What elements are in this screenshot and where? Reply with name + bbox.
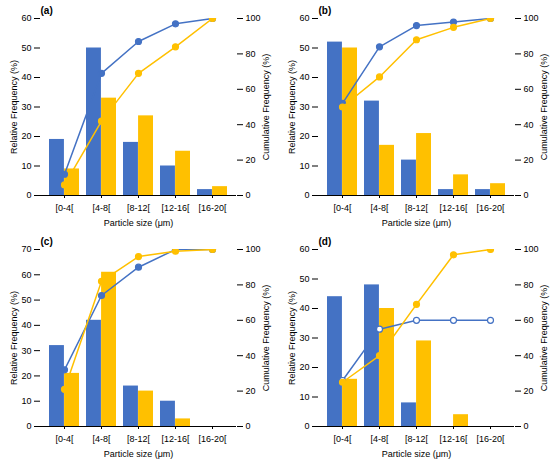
- svg-text:0: 0: [246, 421, 251, 431]
- svg-text:80: 80: [524, 49, 534, 59]
- svg-text:100: 100: [524, 13, 539, 23]
- svg-text:[0-4[: [0-4[: [333, 203, 352, 213]
- svg-text:60: 60: [299, 13, 309, 23]
- svg-text:Particle size (μm): Particle size (μm): [382, 218, 452, 228]
- svg-text:30: 30: [21, 346, 31, 356]
- svg-text:(c): (c): [41, 236, 53, 247]
- svg-text:60: 60: [246, 84, 256, 94]
- svg-text:60: 60: [246, 315, 256, 325]
- svg-text:[4-8[: [4-8[: [92, 203, 111, 213]
- svg-text:80: 80: [524, 280, 534, 290]
- svg-text:50: 50: [21, 295, 31, 305]
- svg-text:(b): (b): [319, 5, 332, 16]
- svg-text:100: 100: [246, 13, 261, 23]
- svg-text:50: 50: [299, 274, 309, 284]
- svg-text:10: 10: [299, 392, 309, 402]
- svg-text:80: 80: [246, 49, 256, 59]
- svg-text:10: 10: [299, 161, 309, 171]
- svg-text:Relative Frequency (%): Relative Frequency (%): [287, 60, 297, 154]
- svg-text:Particle size (μm): Particle size (μm): [104, 449, 174, 459]
- svg-text:Relative Frequency (%): Relative Frequency (%): [287, 291, 297, 385]
- svg-text:[12-16[: [12-16[: [161, 203, 190, 213]
- svg-text:0: 0: [524, 190, 529, 200]
- svg-text:50: 50: [21, 43, 31, 53]
- svg-text:0: 0: [26, 421, 31, 431]
- svg-text:[8-12[: [8-12[: [405, 434, 429, 444]
- svg-text:60: 60: [524, 315, 534, 325]
- svg-text:70: 70: [21, 244, 31, 254]
- svg-text:10: 10: [21, 396, 31, 406]
- svg-text:[16-20[: [16-20[: [476, 434, 505, 444]
- svg-text:60: 60: [21, 13, 31, 23]
- svg-text:40: 40: [21, 320, 31, 330]
- svg-text:30: 30: [21, 102, 31, 112]
- svg-text:20: 20: [299, 362, 309, 372]
- svg-text:0: 0: [26, 190, 31, 200]
- svg-text:[4-8[: [4-8[: [370, 203, 389, 213]
- svg-text:40: 40: [299, 72, 309, 82]
- svg-text:0: 0: [246, 190, 251, 200]
- svg-text:40: 40: [246, 120, 256, 130]
- svg-text:20: 20: [246, 386, 256, 396]
- svg-text:[4-8[: [4-8[: [92, 434, 111, 444]
- svg-text:20: 20: [21, 371, 31, 381]
- svg-text:100: 100: [524, 244, 539, 254]
- svg-text:Cumulative Frequency (%): Cumulative Frequency (%): [539, 285, 549, 392]
- svg-text:20: 20: [524, 386, 534, 396]
- svg-text:20: 20: [21, 131, 31, 141]
- svg-text:60: 60: [524, 84, 534, 94]
- svg-text:[4-8[: [4-8[: [370, 434, 389, 444]
- svg-text:[12-16[: [12-16[: [439, 434, 468, 444]
- svg-text:[8-12[: [8-12[: [405, 203, 429, 213]
- svg-text:Particle size (μm): Particle size (μm): [382, 449, 452, 459]
- svg-text:60: 60: [21, 270, 31, 280]
- svg-text:40: 40: [246, 351, 256, 361]
- svg-text:50: 50: [299, 43, 309, 53]
- svg-text:10: 10: [21, 161, 31, 171]
- svg-text:40: 40: [21, 72, 31, 82]
- svg-text:[8-12[: [8-12[: [127, 203, 151, 213]
- svg-text:0: 0: [304, 421, 309, 431]
- svg-text:40: 40: [524, 351, 534, 361]
- svg-text:Cumulative Frequency (%): Cumulative Frequency (%): [261, 285, 271, 392]
- svg-text:30: 30: [299, 333, 309, 343]
- svg-text:(d): (d): [319, 236, 332, 247]
- svg-text:20: 20: [246, 155, 256, 165]
- svg-text:80: 80: [246, 280, 256, 290]
- svg-text:[12-16[: [12-16[: [161, 434, 190, 444]
- svg-text:20: 20: [524, 155, 534, 165]
- svg-text:(a): (a): [41, 5, 53, 16]
- svg-text:0: 0: [524, 421, 529, 431]
- svg-text:[16-20[: [16-20[: [198, 203, 227, 213]
- svg-text:[16-20[: [16-20[: [476, 203, 505, 213]
- svg-text:100: 100: [246, 244, 261, 254]
- svg-text:30: 30: [299, 102, 309, 112]
- svg-text:60: 60: [299, 244, 309, 254]
- svg-text:Cumulative Frequency (%): Cumulative Frequency (%): [261, 54, 271, 161]
- svg-text:20: 20: [299, 131, 309, 141]
- svg-text:40: 40: [524, 120, 534, 130]
- svg-text:Particle size (μm): Particle size (μm): [104, 218, 174, 228]
- svg-text:[0-4[: [0-4[: [55, 203, 74, 213]
- svg-text:[0-4[: [0-4[: [333, 434, 352, 444]
- svg-text:[0-4[: [0-4[: [55, 434, 74, 444]
- svg-text:[16-20[: [16-20[: [198, 434, 227, 444]
- svg-text:0: 0: [304, 190, 309, 200]
- svg-text:Relative Frequency (%): Relative Frequency (%): [9, 291, 19, 385]
- svg-text:[8-12[: [8-12[: [127, 434, 151, 444]
- svg-text:40: 40: [299, 303, 309, 313]
- svg-text:Relative Frequency (%): Relative Frequency (%): [9, 60, 19, 154]
- svg-text:Cumulative Frequency (%): Cumulative Frequency (%): [539, 54, 549, 161]
- svg-text:[12-16[: [12-16[: [439, 203, 468, 213]
